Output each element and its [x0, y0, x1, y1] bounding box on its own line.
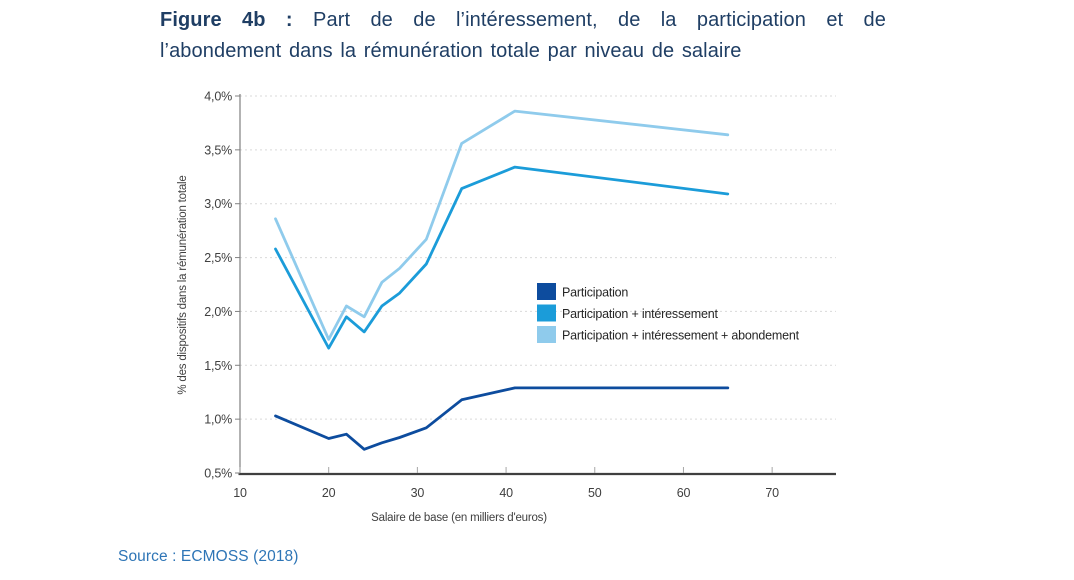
series-line: [274, 386, 730, 451]
y-tick-label: 0,5%: [204, 467, 232, 481]
figure-title: Figure 4b : Part de de l’intéressement, …: [160, 5, 886, 67]
figure-title-line2: l’abondement dans la rémunération totale…: [160, 40, 742, 62]
y-tick-label: 3,5%: [204, 143, 232, 157]
x-tick-label: 20: [322, 486, 336, 500]
legend-swatch: [537, 283, 556, 300]
figure-number-label: Figure 4b :: [160, 9, 293, 31]
x-tick-label: 60: [677, 486, 691, 500]
legend-label: Participation + intéressement + abondeme…: [562, 329, 800, 343]
x-tick-label: 30: [411, 486, 425, 500]
series-line: [274, 165, 730, 350]
x-tick-label: 50: [588, 486, 602, 500]
x-tick-label: 40: [499, 486, 513, 500]
y-tick-label: 3,0%: [204, 197, 232, 211]
line-chart: 0,5% 1,0% 1,5% 2,0% 2,5% 3,0% 3,5% 4,0% 10 20 30 40…: [177, 90, 836, 524]
y-tick-label: 2,5%: [204, 251, 232, 265]
legend-label: Participation: [562, 286, 628, 300]
y-tick-label: 1,5%: [204, 359, 232, 373]
y-tick-label: 1,0%: [204, 413, 232, 427]
figure-title-line1: Figure 4b : Part de de l’intéressement, …: [160, 5, 886, 36]
x-tick-label: 10: [233, 486, 247, 500]
series-line: [274, 109, 730, 341]
x-tick-label: 70: [765, 486, 779, 500]
x-axis-title: Salaire de base (en milliers d'euros): [371, 512, 547, 524]
legend-swatch: [537, 326, 556, 343]
source-note: Source : ECMOSS (2018): [118, 548, 299, 565]
y-tick-label: 2,0%: [204, 305, 232, 319]
chart-container: 0,5% 1,0% 1,5% 2,0% 2,5% 3,0% 3,5% 4,0% 10 20 30 40…: [150, 80, 890, 540]
y-axis-title: % des dispositifs dans la rémunération t…: [177, 175, 189, 394]
y-tick-label: 4,0%: [204, 90, 232, 104]
legend-label: Participation + intéressement: [562, 307, 718, 321]
figure-title-text: Part de de l’intéressement, de la partic…: [313, 9, 886, 31]
legend-swatch: [537, 304, 556, 322]
